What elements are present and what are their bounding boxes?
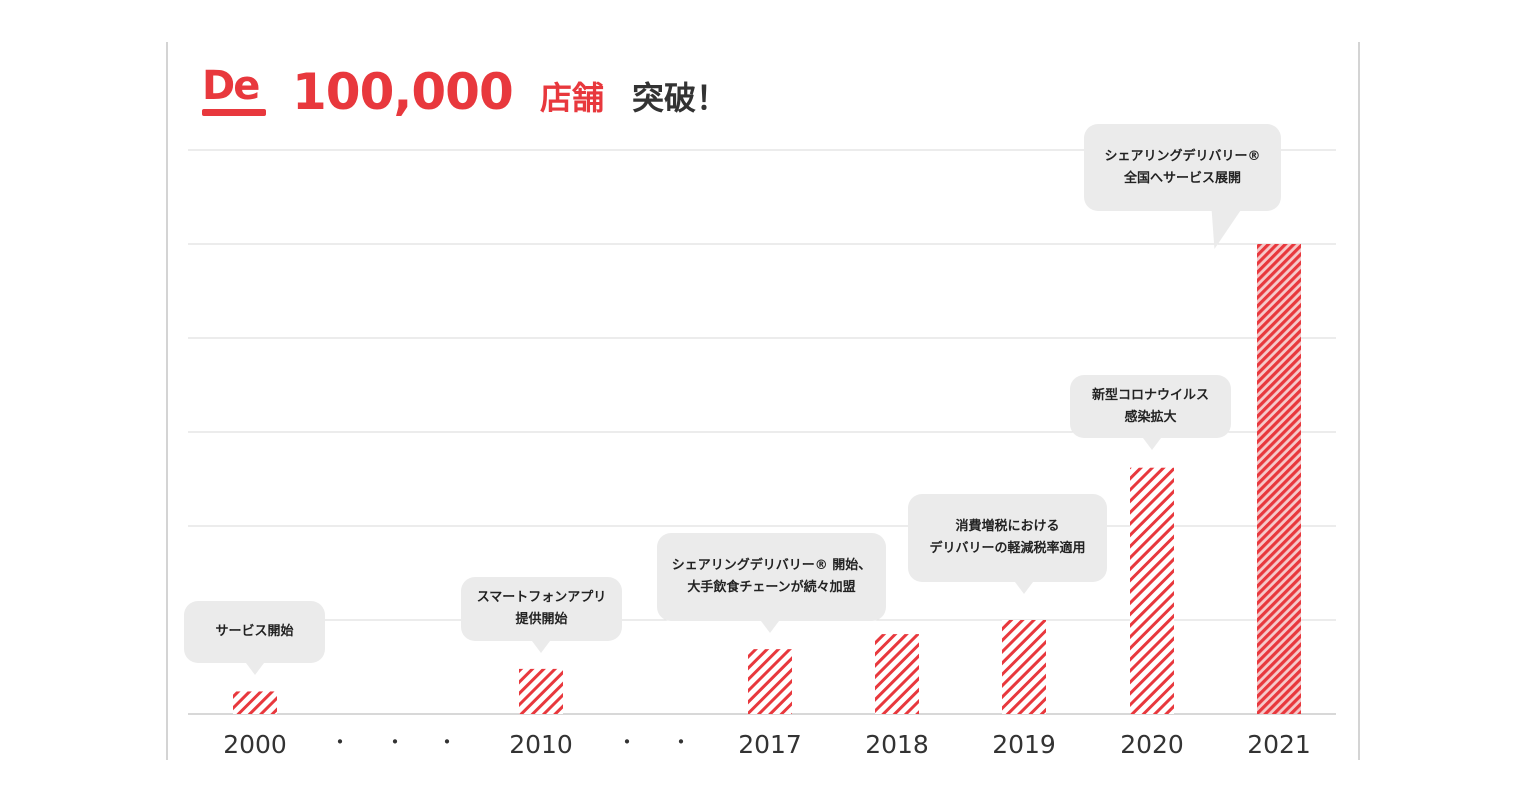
bar-2017 xyxy=(748,649,792,714)
x-tick-label-2019: 2019 xyxy=(992,730,1056,759)
callout-2017: シェアリングデリバリー® 開始、 大手飲食チェーンが続々加盟 xyxy=(657,533,886,621)
callout-line: 全国へサービス展開 xyxy=(1123,170,1241,186)
callout-line: スマートフォンアプリ xyxy=(476,590,607,605)
callout-tail xyxy=(532,641,550,653)
callout-2000: サービス開始 xyxy=(184,601,325,663)
bars xyxy=(233,244,1301,714)
callout-line: 大手飲食チェーンが続々加盟 xyxy=(687,580,856,595)
callout-line: シェアリングデリバリー® 開始、 xyxy=(671,558,872,573)
callout-2021: シェアリングデリバリー® 全国へサービス展開 xyxy=(1084,124,1281,211)
callout-tail xyxy=(246,663,264,675)
x-tick-label-2017: 2017 xyxy=(738,730,802,759)
timeline-gap-dot: ・ xyxy=(671,730,691,754)
callout-2020: 新型コロナウイルス 感染拡大 xyxy=(1070,375,1231,438)
timeline-gap-dot: ・ xyxy=(617,730,637,754)
callout-2019: 消費増税におけるデリバリーの軽減税率適用 xyxy=(908,494,1107,582)
logo-underline xyxy=(202,109,266,116)
callout-line: 新型コロナウイルス xyxy=(1091,387,1209,403)
x-tick-label-2010: 2010 xyxy=(509,730,573,759)
x-tick-label-2018: 2018 xyxy=(865,730,929,759)
callout-tail xyxy=(761,621,779,633)
timeline-gap-dot: ・ xyxy=(437,730,457,754)
logo-text: De xyxy=(202,63,260,109)
callout-line: 消費増税における xyxy=(955,519,1060,534)
callout-line: サービス開始 xyxy=(215,624,294,639)
bar-2020 xyxy=(1130,467,1174,714)
timeline-gap-dot: ・ xyxy=(385,730,405,754)
callout-line: 感染拡大 xyxy=(1124,409,1177,425)
x-tick-label-2020: 2020 xyxy=(1120,730,1184,759)
callout-2010: スマートフォンアプリ 提供開始 xyxy=(461,577,622,641)
callout-tail xyxy=(1015,582,1033,594)
title-unit: 店舗 xyxy=(540,79,605,117)
timeline-gap-dot: ・ xyxy=(330,730,350,754)
x-tick-label-2021: 2021 xyxy=(1247,730,1311,759)
callout-line: 提供開始 xyxy=(515,612,568,627)
title-suffix: 突破！ xyxy=(632,79,729,117)
bar-2021 xyxy=(1257,244,1301,714)
bar-2018 xyxy=(875,634,919,714)
x-tick-label-2000: 2000 xyxy=(223,730,287,759)
bar-2019 xyxy=(1002,620,1046,714)
frame-right-rule xyxy=(1358,42,1360,760)
frame-left-rule xyxy=(166,42,168,760)
callout-line: シェアリングデリバリー® xyxy=(1104,148,1261,164)
bar-2010 xyxy=(519,668,563,714)
x-axis-labels: 2000 2010 2017 2018 2019 2020 2021 ・ ・ ・ ・ ・ xyxy=(223,730,1311,759)
bar-2000 xyxy=(233,691,277,714)
brand-logo: De xyxy=(200,62,268,120)
title-number: 100,000 xyxy=(292,63,514,121)
callout-line: デリバリーの軽減税率適用 xyxy=(929,541,1086,556)
callout-tail xyxy=(1143,438,1161,450)
